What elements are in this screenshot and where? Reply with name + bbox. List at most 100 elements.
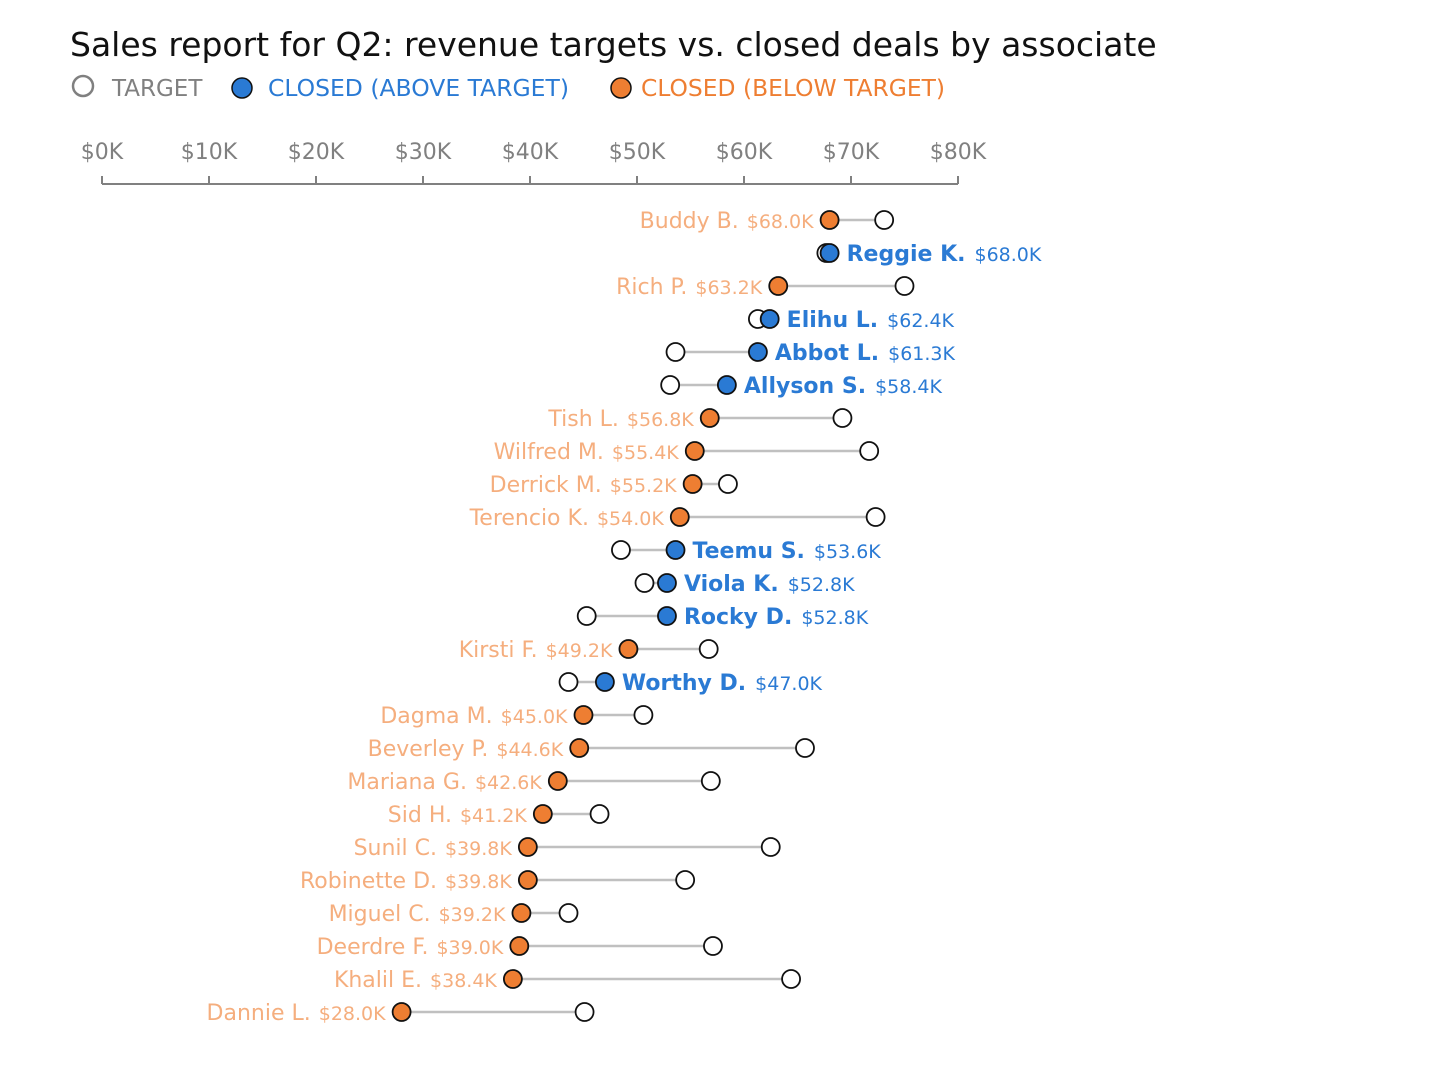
target-marker [675,870,696,890]
legend-target-label: TARGET [111,76,203,102]
closed-marker [517,870,538,890]
target-marker [865,507,886,527]
associate-label: Rich P. $63.2K [616,275,763,300]
closed-value: $39.8K [445,871,512,893]
associate-name: Allyson S. [744,374,866,399]
associate-row: Viola K. $52.8K [634,572,855,597]
legend: TARGET CLOSED (ABOVE TARGET) CLOSED (BEL… [71,74,945,102]
associate-label: Kirsti F. $49.2K [459,638,613,663]
legend-below-marker [610,77,632,99]
closed-value: $28.0K [319,1003,386,1025]
axis-tick-label: $40K [502,140,559,165]
associate-label: Beverley P. $44.6K [368,737,564,762]
closed-value: $42.6K [475,772,542,794]
associate-row: Reggie K. $68.0K [816,242,1042,267]
target-marker [660,375,681,395]
axis-tick-label: $30K [395,140,452,165]
associate-row: Rocky D. $52.8K [576,605,869,630]
associate-label: Allyson S. $58.4K [744,374,943,399]
associate-name: Terencio K. [469,506,589,531]
axis-tick-label: $10K [181,140,238,165]
closed-value: $55.2K [610,475,677,497]
target-marker [781,969,801,989]
associate-label: Viola K. $52.8K [684,572,855,597]
closed-value: $68.0K [747,211,814,233]
legend-above-marker [231,77,253,99]
closed-value: $52.8K [801,607,868,629]
closed-marker [759,309,780,329]
closed-marker [819,243,840,263]
associate-row: Allyson S. $58.4K [660,374,943,399]
target-marker [633,705,654,725]
associate-label: Robinette D. $39.8K [300,869,512,894]
closed-marker [532,804,553,824]
target-marker [611,540,631,560]
associate-row: Mariana G. $42.6K [347,770,721,795]
closed-value: $44.6K [496,739,563,761]
associate-row: Derrick M. $55.2K [490,473,738,498]
associate-label: Khalil E. $38.4K [334,968,497,993]
axis-tick-label: $80K [930,140,987,165]
chart-title: Sales report for Q2: revenue targets vs.… [70,25,1157,64]
associate-name: Khalil E. [334,968,422,993]
associate-name: Dannie L. [207,1001,311,1026]
associate-name: Miguel C. [329,902,431,927]
associate-row: Beverley P. $44.6K [368,737,815,762]
associate-label: Reggie K. $68.0K [847,242,1042,267]
axis-tick-label: $20K [288,140,345,165]
closed-value: $58.4K [875,376,942,398]
closed-value: $61.3K [888,343,955,365]
closed-marker [502,969,523,989]
closed-marker [618,639,639,659]
associate-name: Derrick M. [490,473,602,498]
axis-tick-label: $50K [609,140,666,165]
associate-label: Tish L. $56.8K [547,407,694,432]
associate-name: Rocky D. [684,605,792,630]
associate-name: Sunil C. [354,836,437,861]
associate-label: Wilfred M. $55.4K [494,440,680,465]
closed-marker [569,738,590,758]
associate-label: Dannie L. $28.0K [207,1001,387,1026]
target-marker [760,837,781,857]
associate-name: Kirsti F. [459,638,538,663]
target-marker [703,936,723,956]
closed-marker [768,276,789,296]
associate-row: Dagma M. $45.0K [380,704,654,729]
associate-name: Rich P. [616,275,687,300]
associate-label: Elihu L. $62.4K [787,308,955,333]
associate-name: Mariana G. [347,770,467,795]
target-marker [589,804,610,824]
axis-tick-label: $60K [716,140,773,165]
associate-row: Deerdre F. $39.0K [317,935,723,960]
closed-marker [595,672,615,692]
closed-marker [716,375,737,395]
closed-value: $38.4K [430,970,497,992]
closed-value: $62.4K [887,310,954,332]
target-marker [558,672,579,692]
target-marker [558,903,579,923]
associate-label: Deerdre F. $39.0K [317,935,504,960]
associate-name: Buddy B. [640,209,739,234]
associate-row: Teemu S. $53.6K [611,539,881,564]
associate-label: Rocky D. $52.8K [684,605,869,630]
closed-value: $39.8K [445,838,512,860]
associate-row: Kirsti F. $49.2K [459,638,719,663]
associate-row: Tish L. $56.8K [547,407,853,432]
target-marker [832,408,853,428]
axis-tick-label: $70K [823,140,880,165]
associate-label: Worthy D. $47.0K [622,671,823,696]
closed-value: $68.0K [974,244,1041,266]
target-marker [795,738,815,758]
target-marker [700,771,721,791]
associate-name: Worthy D. [622,671,746,696]
closed-marker [669,507,690,527]
associate-name: Sid H. [388,803,452,828]
associate-label: Derrick M. $55.2K [490,473,678,498]
associate-name: Reggie K. [847,242,966,267]
associate-label: Sunil C. $39.8K [354,836,513,861]
target-marker [634,573,655,593]
associate-row: Sid H. $41.2K [388,803,610,828]
closed-marker [699,408,720,428]
associate-label: Terencio K. $54.0K [469,506,665,531]
